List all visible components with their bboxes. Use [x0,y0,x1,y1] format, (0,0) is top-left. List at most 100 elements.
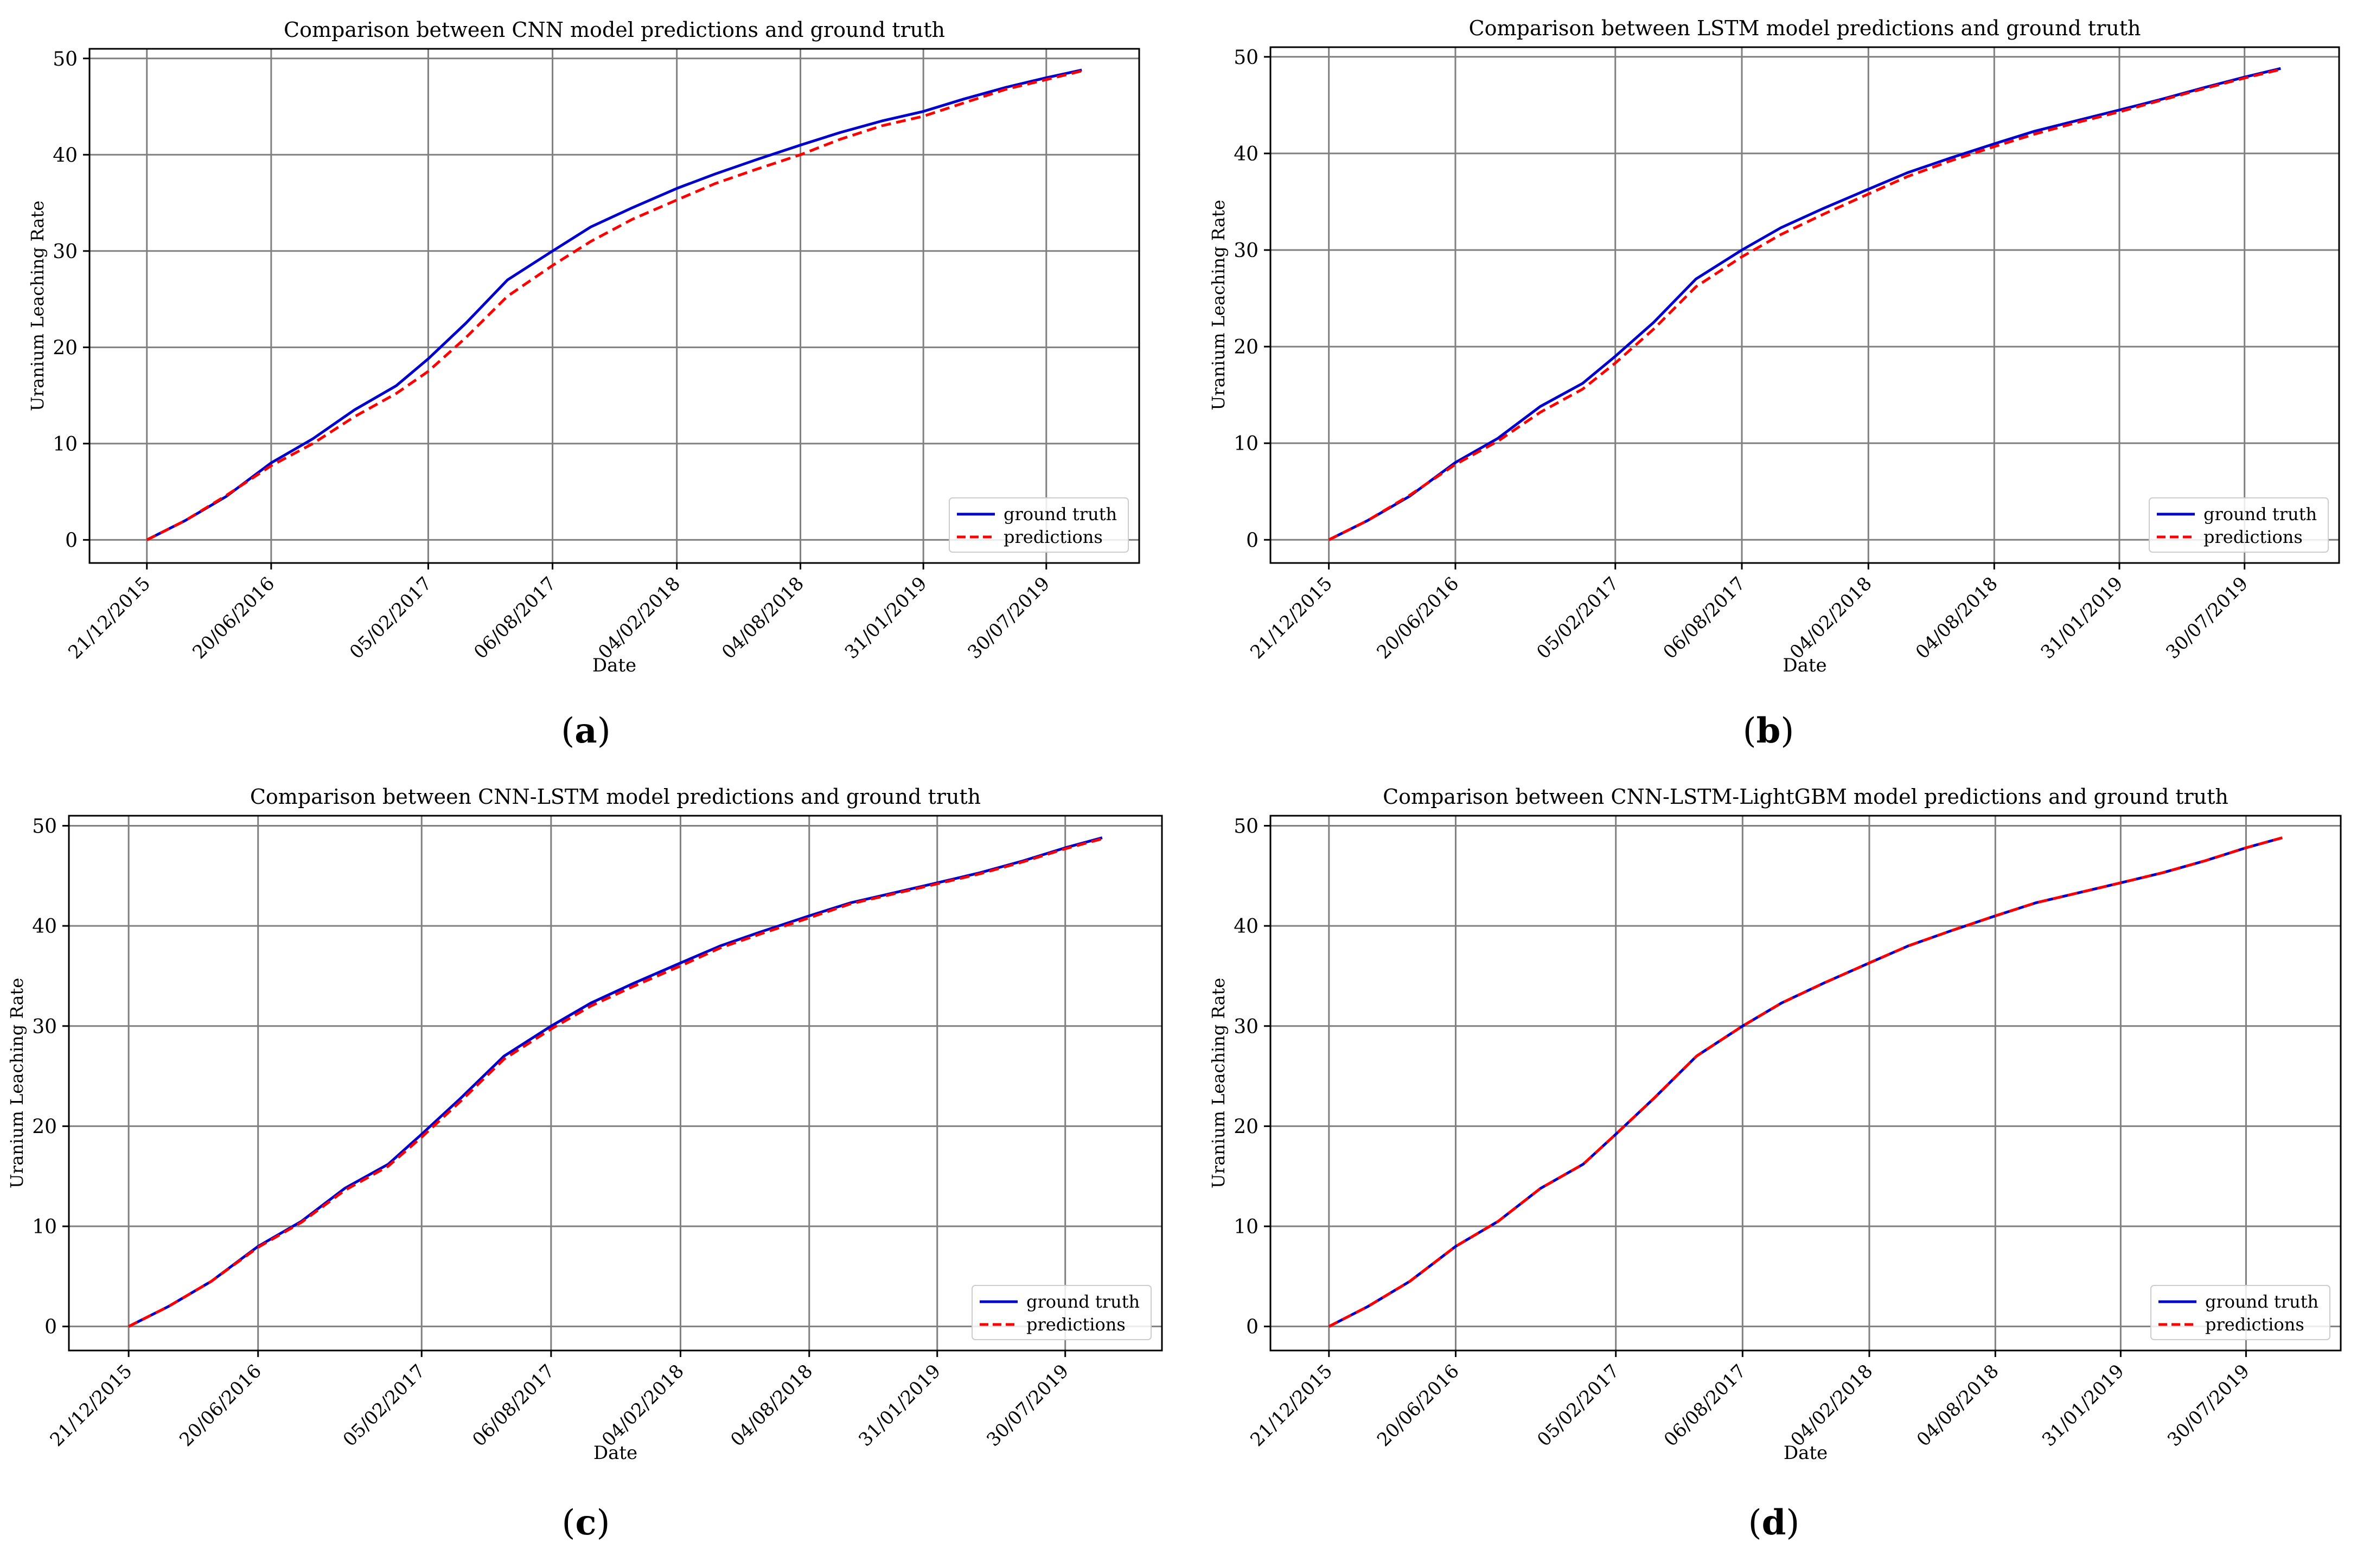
chart-title: Comparison between CNN-LSTM-LightGBM mod… [1383,785,2228,809]
x-tick-label: 05/02/2017 [339,1360,430,1451]
x-tick-label: 30/07/2019 [963,573,1054,663]
x-tick-label: 21/12/2015 [1246,1360,1337,1451]
legend-box [2150,1285,2330,1340]
legend-ground-truth-label: ground truth [2205,1291,2318,1312]
axes-frame [1269,46,2340,564]
legend-box [949,497,1129,553]
y-tick-label: 40 [53,144,78,167]
panel-label-d: (d) [1748,1502,1800,1543]
series-line-predictions [1328,836,2283,1328]
x-tick-label: 31/01/2019 [2038,1360,2129,1451]
legend-ground-truth-label: ground truth [2203,504,2317,524]
y-tick-label: 10 [32,1216,57,1238]
x-tick-label: 05/02/2017 [346,573,436,663]
axes-frame [88,48,1140,564]
x-tick-label: 06/08/2017 [1659,573,1750,663]
x-tick-label: 06/08/2017 [468,1360,559,1451]
plot-area: 0 10 20 30 40 50 21/12/2015 20/06/2016 05/02/201… [7,785,1163,1464]
y-tick-label: 30 [53,241,78,263]
series-line-ground-truth [146,68,1082,541]
y-tick-label: 40 [32,916,57,938]
chart-title: Comparison between CNN model predictions… [284,18,945,42]
legend: ground truth predictions [949,497,1129,553]
plot-area: 0 10 20 30 40 50 21/12/2015 20/06/2016 05/02/201… [1208,785,2342,1464]
y-axis-label: Uranium Leaching Rate [7,978,27,1188]
x-tick-label: 04/08/2018 [718,573,808,663]
y-tick-label: 20 [1234,336,1259,359]
x-axis-label: Date [592,655,636,676]
y-tick-label: 0 [1246,1316,1259,1339]
x-tick-label: 05/02/2017 [1532,573,1623,663]
x-tick-label: 21/12/2015 [64,573,155,663]
y-tick-label: 20 [1234,1116,1259,1138]
x-tick-label: 31/01/2019 [2036,573,2127,663]
chart-cnn-lstm: 0 10 20 30 40 50 21/12/2015 20/06/2016 05/02/201… [7,785,1163,1464]
x-tick-label: 04/08/2018 [1912,573,2002,663]
panel-label-a: (a) [561,711,611,751]
x-tick-label: 31/01/2019 [841,573,931,663]
series-line-ground-truth [127,836,1103,1328]
chart-panel-c: 0 10 20 30 40 50 21/12/2015 20/06/2016 05/02/201… [0,785,1178,1492]
chart-lstm: 0 10 20 30 40 50 21/12/2015 20/06/2016 05/02/201… [1208,16,2340,676]
y-tick-label: 40 [1234,143,1259,165]
legend-predictions-label: predictions [1026,1314,1126,1335]
axes-frame [1269,815,2342,1352]
x-tick-label: 04/02/2018 [1786,1360,1877,1451]
y-tick-label: 10 [1234,1216,1259,1238]
y-tick-label: 0 [1246,529,1259,552]
x-tick-label: 30/07/2019 [2162,573,2252,663]
series-line-ground-truth [1328,67,2281,541]
x-tick-label: 21/12/2015 [1246,573,1337,663]
y-tick-label: 20 [32,1116,57,1138]
legend-predictions-label: predictions [1004,527,1103,547]
chart-panel-b: 0 10 20 30 40 50 21/12/2015 20/06/2016 05/02/201… [1178,0,2357,705]
series-line-predictions [146,69,1082,541]
y-tick-label: 30 [1234,1016,1259,1038]
x-axis-label: Date [593,1442,637,1464]
x-tick-label: 31/01/2019 [854,1360,945,1451]
x-axis-label: Date [1784,1442,1828,1464]
y-tick-label: 30 [32,1016,57,1038]
chart-title: Comparison between LSTM model prediction… [1469,16,2141,40]
x-tick-label: 04/08/2018 [1913,1360,2003,1451]
x-tick-label: 04/02/2018 [598,1360,688,1451]
y-tick-label: 10 [53,433,78,456]
y-axis-label: Uranium Leaching Rate [1208,978,1229,1188]
x-tick-label: 04/08/2018 [726,1360,817,1451]
x-tick-label: 21/12/2015 [46,1360,137,1451]
legend: ground truth predictions [2149,497,2329,553]
y-tick-label: 0 [65,529,78,552]
chart-cnn: 0 10 20 30 40 50 21/12/2015 20/06/2016 05/02/201… [27,18,1140,676]
y-tick-label: 50 [1234,815,1259,837]
x-tick-label: 30/07/2019 [2163,1360,2254,1451]
y-axis-label: Uranium Leaching Rate [27,201,48,411]
y-tick-label: 50 [53,48,78,71]
x-tick-label: 06/08/2017 [1660,1360,1751,1451]
x-tick-label: 06/08/2017 [470,573,560,663]
legend-ground-truth-label: ground truth [1004,504,1117,524]
y-tick-label: 50 [32,815,57,837]
plot-area: 0 10 20 30 40 50 21/12/2015 20/06/2016 05/02/201… [1208,16,2340,676]
series-line-predictions [127,837,1103,1328]
y-tick-label: 10 [1234,433,1259,455]
x-tick-label: 20/06/2016 [175,1360,266,1451]
y-tick-label: 0 [44,1316,57,1339]
x-tick-label: 04/02/2018 [594,573,685,663]
legend-ground-truth-label: ground truth [1026,1291,1140,1312]
x-tick-label: 20/06/2016 [188,573,279,663]
legend-predictions-label: predictions [2203,527,2303,547]
legend-predictions-label: predictions [2205,1314,2304,1335]
legend-box [972,1285,1152,1340]
y-tick-label: 30 [1234,240,1259,262]
legend-box [2149,497,2329,553]
chart-panel-a: 0 10 20 30 40 50 21/12/2015 20/06/2016 05/02/201… [0,0,1178,705]
x-tick-label: 20/06/2016 [1373,1360,1464,1451]
x-tick-label: 05/02/2017 [1533,1360,1624,1451]
chart-panel-d: 0 10 20 30 40 50 21/12/2015 20/06/2016 05/02/201… [1178,785,2357,1492]
x-tick-label: 30/07/2019 [982,1360,1073,1451]
series-line-predictions [1328,68,2281,541]
x-tick-label: 04/02/2018 [1786,573,1876,663]
panel-label-c: (c) [561,1502,610,1543]
